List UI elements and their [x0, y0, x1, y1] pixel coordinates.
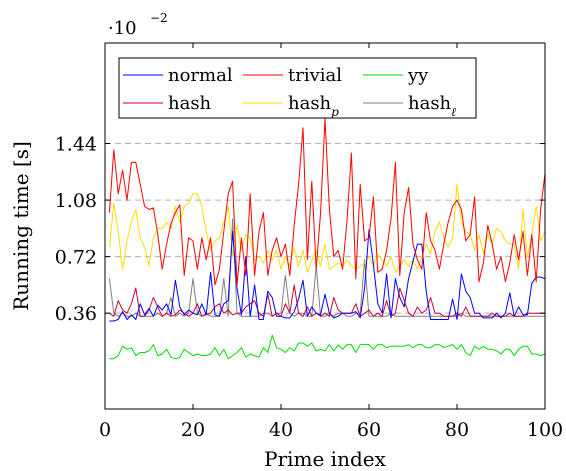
y-tick-label: 0.72: [55, 247, 97, 269]
series-line-normal: [109, 229, 546, 322]
y-axis-label: Running time [s]: [9, 141, 33, 311]
y-tick-label: 1.08: [55, 190, 97, 212]
x-axis: 0 20 40 60 80 100: [99, 43, 563, 441]
scale-factor: ·10 −2: [108, 11, 168, 39]
series-line-yy: [109, 334, 546, 360]
y-tick-label: 1.44: [55, 134, 97, 156]
legend-box: [118, 57, 477, 119]
x-tick-label: 60: [357, 419, 381, 441]
x-axis-label: Prime index: [264, 447, 386, 471]
series-line-hashp: [108, 183, 546, 273]
legend-label: normal: [168, 65, 233, 86]
legend-label: yy: [407, 65, 429, 86]
scale-factor-base: ·10: [108, 18, 137, 39]
plot-frame: [104, 42, 546, 410]
x-tick-label: 80: [445, 419, 469, 441]
x-tick-label: 40: [269, 419, 293, 441]
series-layer: [108, 117, 546, 360]
legend-label: trivial: [288, 65, 342, 86]
x-tick-label: 100: [527, 419, 563, 441]
y-tick-label: 0.36: [55, 303, 97, 325]
legend-label: hash: [168, 93, 212, 114]
x-tick-label: 0: [99, 419, 111, 441]
x-tick-label: 20: [181, 419, 205, 441]
series-line-trivial: [108, 117, 546, 286]
y-axis: 0.36 0.72 1.08 1.44: [55, 134, 545, 325]
scale-factor-exponent: −2: [150, 11, 168, 25]
